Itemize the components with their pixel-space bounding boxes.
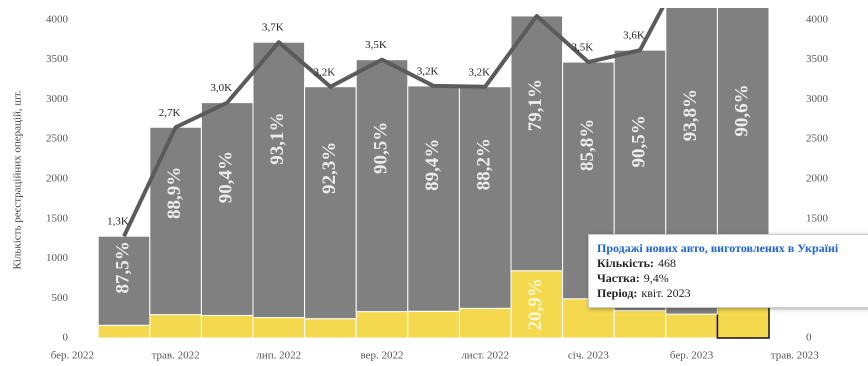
x-tick-label: вер. 2022: [360, 350, 403, 362]
y-tick-label: 4000: [46, 13, 69, 25]
line-value-label: 3,2K: [314, 66, 336, 78]
y-tick-label: 0: [63, 332, 69, 344]
bar-segment: [355, 311, 409, 339]
share-label: 92,3%: [319, 142, 340, 194]
y-tick-label: 500: [52, 292, 69, 304]
line-value-label: 3,2K: [417, 65, 439, 77]
share-label: 90,6%: [732, 84, 753, 136]
x-tick-label: бер. 2023: [670, 350, 714, 362]
total-line: [122, 8, 665, 238]
x-tick-label: трав. 2023: [771, 350, 820, 362]
y2-tick-label: 1500: [806, 212, 829, 224]
bar-segment: [200, 314, 254, 339]
share-label: 93,1%: [267, 112, 288, 164]
line-value-label: 3,0K: [210, 82, 232, 94]
y-axis-title: Кількість реєстраційних операцій, шт.: [12, 90, 24, 269]
line-value-label: 1,3K: [107, 216, 129, 228]
x-tick-label: лист. 2022: [461, 350, 509, 362]
bar-segment: [458, 86, 512, 309]
share-label: 93,8%: [680, 89, 701, 141]
y-tick-label: 3500: [46, 53, 69, 65]
share-label: 90,5%: [370, 122, 391, 174]
bar-segment: [252, 41, 306, 319]
line-value-label: 3,5K: [365, 39, 387, 51]
line-value-label: 2,7K: [159, 107, 181, 119]
share-label: 79,1%: [525, 79, 546, 131]
tooltip-value: квіт. 2023: [641, 286, 691, 300]
bar-segment: [200, 102, 254, 316]
tooltip-row: Період: квіт. 2023: [597, 286, 867, 301]
bar-segment: [613, 310, 667, 339]
tooltip-value: 468: [657, 256, 676, 270]
y-tick-label: 2000: [46, 172, 69, 184]
line-value-label: 3,5K: [572, 42, 594, 54]
share-label: 88,9%: [164, 167, 185, 219]
share-label: 87,5%: [112, 241, 133, 293]
tooltip: Продажі нових авто, виготовлених в Украї…: [588, 234, 868, 308]
line-layer: [122, 8, 665, 238]
bar-segment: [355, 59, 409, 313]
bar-segment: [304, 86, 357, 320]
bar-segment: [97, 324, 151, 339]
y2-tick-label: 0: [806, 332, 812, 344]
bar-segment: [304, 318, 357, 339]
y-tick-label: 1500: [46, 212, 69, 224]
bar-segment: [252, 317, 306, 339]
x-tick-label: лип. 2022: [256, 350, 301, 362]
bar-segment: [458, 307, 512, 339]
bar-segment: [510, 270, 564, 339]
x-tick-label: січ. 2023: [568, 350, 609, 362]
y2-tick-label: 2000: [806, 172, 829, 184]
tooltip-label: Частка:: [597, 271, 640, 285]
y-tick-label: 1000: [46, 252, 69, 264]
bar-segment: [149, 126, 202, 316]
bar-segment: [407, 310, 460, 339]
tooltip-rows: Кількість: 468 Частка: 9,4% Період: квіт. 202…: [597, 256, 867, 301]
share-label: 20,9%: [525, 278, 546, 330]
tooltip-label: Кількість:: [597, 256, 654, 270]
x-tick-label: трав. 2022: [152, 350, 200, 362]
tooltip-label: Період:: [597, 286, 638, 300]
bar-segment: [665, 313, 718, 339]
y2-tick-label: 3500: [806, 53, 829, 65]
bar-segment: [407, 85, 460, 312]
share-label: 90,4%: [216, 151, 237, 203]
share-label: 90,5%: [628, 115, 649, 167]
bar-segment: [149, 314, 202, 339]
tooltip-title: Продажі нових авто, виготовлених в Украї…: [597, 241, 839, 255]
tooltip-row: Кількість: 468: [597, 256, 867, 271]
bar-segment: [510, 15, 564, 272]
tooltip-value: 9,4%: [643, 271, 669, 285]
y2-tick-label: 3000: [806, 93, 829, 105]
y2-tick-label: 4000: [806, 13, 829, 25]
share-label: 85,8%: [577, 119, 598, 171]
share-label: 89,4%: [422, 139, 443, 191]
tooltip-row: Частка: 9,4%: [597, 271, 867, 286]
y-tick-label: 2500: [46, 133, 69, 145]
line-value-label: 3,6K: [623, 30, 645, 42]
line-value-label: 3,2K: [468, 66, 490, 78]
bar-segment: [97, 235, 151, 326]
y2-tick-label: 2500: [806, 133, 829, 145]
share-label: 88,2%: [474, 138, 495, 190]
y-tick-label: 3000: [46, 93, 69, 105]
line-value-label: 3,7K: [262, 22, 284, 34]
x-tick-label: бер. 2022: [51, 350, 94, 362]
